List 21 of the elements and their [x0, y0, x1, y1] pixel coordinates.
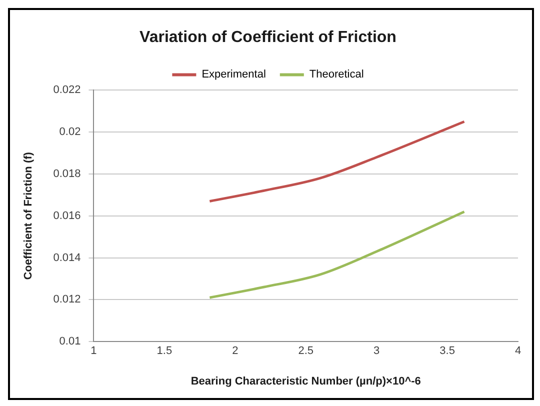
y-tick-label: 0.018: [53, 168, 81, 180]
y-tick-label: 0.022: [53, 84, 81, 96]
y-tick-label: 0.016: [53, 210, 81, 222]
y-tick-label: 0.02: [59, 126, 81, 138]
x-tick-label: 1.5: [156, 345, 172, 358]
x-axis-title: Bearing Characteristic Number (µn/p)×10^-6: [190, 375, 421, 388]
legend-label: Experimental: [202, 68, 266, 81]
y-tick-label: 0.014: [53, 252, 81, 264]
x-tick-label: 2.5: [298, 345, 314, 358]
x-tick-label: 3.5: [440, 345, 455, 358]
line-series: [208, 120, 466, 202]
legend-label: Theoretical: [309, 68, 364, 81]
x-tick-label: 2: [232, 345, 238, 358]
y-tick-label: 0.012: [53, 294, 81, 306]
chart-title: Variation of Coefficient of Friction: [140, 29, 396, 46]
line-series: [208, 210, 466, 299]
x-tick-label: 3: [374, 345, 380, 358]
x-tick-label: 4: [514, 345, 522, 358]
y-axis-title: Coefficient of Friction (f): [22, 152, 35, 280]
y-tick-label: 0.01: [59, 336, 81, 348]
x-tick-label: 1: [90, 345, 97, 358]
